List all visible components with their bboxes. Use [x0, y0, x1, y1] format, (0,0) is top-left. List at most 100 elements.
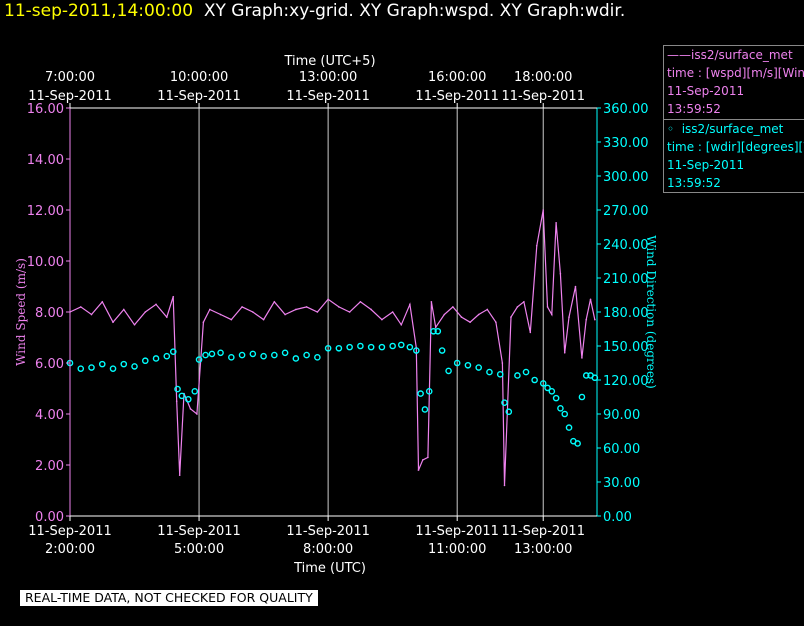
y2-tick-label: 120.00: [603, 374, 649, 389]
wind-speed-point: [443, 313, 446, 316]
wind-direction-point: [421, 406, 429, 413]
wind-speed-point: [327, 298, 329, 301]
wind-direction-point: [413, 347, 420, 354]
wind-speed-point: [434, 326, 437, 329]
wind-speed-point: [359, 301, 362, 303]
wind-direction-point: [314, 354, 321, 361]
top-tick-label-date: 11-Sep-2011: [501, 89, 585, 104]
wind-direction-point: [228, 354, 235, 361]
wind-speed-series: [69, 209, 596, 487]
top-tick-label-time: 16:00:00: [428, 70, 486, 85]
wind-speed-point: [284, 313, 286, 316]
wind-direction-point: [496, 371, 504, 378]
wind-speed-point: [241, 306, 243, 308]
x-tick-label-time: 5:00:00: [174, 542, 224, 557]
wind-speed-point: [495, 321, 497, 324]
wind-speed-point: [79, 306, 82, 308]
x-tick-label-time: 8:00:00: [303, 542, 353, 557]
wind-direction-point: [539, 380, 547, 387]
y-tick-label: 8.00: [35, 306, 64, 321]
wind-direction-point: [324, 344, 332, 352]
y2-tick-label: 60.00: [603, 442, 640, 457]
y-tick-label: 10.00: [27, 255, 64, 270]
wind-direction-point: [565, 424, 573, 431]
top-tick-label-time: 13:00:00: [299, 70, 357, 85]
y2-tick-label: 90.00: [603, 408, 640, 423]
wind-direction-point: [217, 349, 224, 357]
wind-direction-point: [271, 351, 278, 359]
wind-speed-point: [252, 311, 254, 313]
top-tick-label-date: 11-Sep-2011: [28, 89, 112, 104]
wind-speed-point: [486, 308, 489, 311]
wind-speed-point: [581, 357, 583, 359]
wind-speed-point: [155, 303, 157, 306]
wind-direction-point: [346, 343, 353, 351]
wind-direction-point: [425, 388, 433, 395]
wind-direction-point: [501, 399, 508, 406]
wind-speed-point: [594, 318, 596, 321]
wind-direction-point: [303, 351, 310, 359]
legend: ——iss2/surface_met time : [wspd][m/s][Wi…: [663, 45, 804, 193]
y-tick-label: 0.00: [35, 510, 64, 525]
y2-tick-label: 240.00: [603, 238, 649, 253]
wind-speed-point: [338, 306, 340, 308]
wind-speed-point: [165, 316, 168, 318]
legend-entry-wspd-date: 11-Sep-2011: [667, 84, 745, 98]
wind-speed-point: [230, 318, 233, 321]
legend-divider: [664, 45, 804, 46]
wind-direction-point: [169, 348, 177, 355]
wind-speed-point: [559, 272, 562, 275]
page-title: 11-sep-2011,14:00:00 XY Graph:xy-grid. X…: [4, 1, 625, 21]
wind-direction-point: [430, 327, 437, 335]
wind-speed-point: [535, 244, 538, 247]
wind-speed-point: [430, 301, 433, 303]
wind-speed-point: [400, 323, 403, 326]
wind-speed-point: [172, 295, 175, 298]
wind-speed-point: [510, 316, 512, 318]
wind-direction-point: [77, 365, 85, 372]
top-tick-label-date: 11-Sep-2011: [286, 89, 370, 104]
quality-disclaimer: REAL-TIME DATA, NOT CHECKED FOR QUALITY: [20, 590, 318, 606]
wind-speed-point: [589, 298, 592, 301]
wind-speed-point: [305, 306, 308, 308]
wind-direction-point: [281, 349, 289, 357]
wind-speed-point: [568, 316, 570, 318]
wind-speed-point: [209, 308, 211, 311]
wind-direction-point: [378, 343, 386, 351]
wind-speed-point: [189, 408, 192, 410]
wind-direction-point: [367, 343, 375, 351]
wind-speed-point: [460, 316, 463, 318]
y2-tick-label: 330.00: [603, 136, 649, 151]
x-tick-label-date: 11-Sep-2011: [415, 524, 499, 539]
y2-tick-label: 270.00: [603, 204, 649, 219]
wind-speed-point: [144, 311, 147, 313]
y-tick-label: 6.00: [35, 357, 64, 372]
y2-axis-label: Wind Direction (degrees): [644, 235, 658, 389]
legend-entry-wdir-time: 13:59:52: [667, 176, 721, 190]
wind-speed-point: [563, 352, 566, 354]
wind-speed-point: [196, 413, 198, 415]
wind-direction-point: [552, 394, 560, 402]
wind-direction-point: [389, 342, 396, 350]
wind-direction-point: [522, 368, 530, 376]
wind-speed-point: [503, 484, 506, 487]
wind-speed-point: [421, 459, 424, 461]
wind-speed-point: [546, 306, 549, 308]
wind-direction-point: [109, 365, 117, 372]
title-datetime: 11-sep-2011,14:00:00: [4, 1, 194, 21]
wind-speed-point: [542, 209, 545, 211]
legend-entry-wdir-date: 11-Sep-2011: [667, 158, 745, 172]
top-axis-label: Time (UTC+5): [283, 54, 375, 69]
wind-speed-point: [477, 313, 480, 316]
wind-speed-point: [523, 301, 525, 303]
wind-direction-point: [475, 364, 482, 371]
wind-speed-point: [112, 321, 114, 324]
y-tick-label: 14.00: [27, 153, 64, 168]
legend-entry-wspd-time: 13:59:52: [667, 102, 721, 116]
wind-direction-series: [66, 327, 599, 447]
wind-speed-point: [262, 318, 265, 321]
wind-speed-point: [122, 308, 125, 311]
legend-divider: [664, 192, 804, 193]
top-tick-label-time: 18:00:00: [514, 70, 572, 85]
